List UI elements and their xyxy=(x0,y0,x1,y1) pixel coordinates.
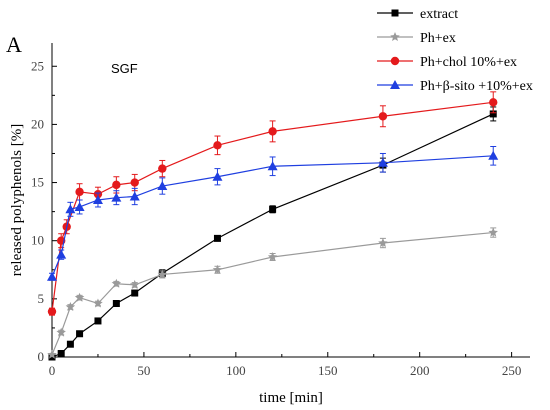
data-point xyxy=(129,279,140,289)
data-point xyxy=(112,180,121,190)
y-tick-label: 5 xyxy=(38,291,45,306)
data-point xyxy=(93,298,103,308)
data-point xyxy=(213,141,222,150)
series-line xyxy=(51,155,494,277)
x-tick-label: 100 xyxy=(226,363,246,378)
data-point xyxy=(489,98,498,107)
data-point xyxy=(212,264,223,274)
data-point xyxy=(267,161,278,171)
x-tick-label: 200 xyxy=(410,363,430,378)
data-point xyxy=(213,234,221,242)
data-point xyxy=(47,307,57,316)
x-tick-label: 0 xyxy=(49,363,56,378)
data-point xyxy=(157,269,168,279)
y-axis-title: released polyphenols [%] xyxy=(9,124,25,276)
data-point xyxy=(57,350,65,358)
y-tick-label: 15 xyxy=(31,175,44,190)
data-point xyxy=(157,181,168,191)
series-0 xyxy=(48,106,497,361)
data-point xyxy=(269,205,277,213)
data-point xyxy=(488,227,498,237)
data-point xyxy=(74,292,85,302)
x-tick-label: 250 xyxy=(502,363,522,378)
series-line xyxy=(51,231,494,355)
data-point xyxy=(56,249,67,259)
data-point xyxy=(74,201,85,211)
legend-label: extract xyxy=(420,7,458,22)
data-point xyxy=(47,271,57,281)
panel-label: A xyxy=(6,32,22,57)
series-line xyxy=(51,113,494,358)
data-point xyxy=(76,330,84,338)
axes: 0 50 100 150 200 250 0 5 10 15 20 25 xyxy=(31,43,530,378)
data-point xyxy=(158,164,167,173)
series-3 xyxy=(47,146,499,281)
data-point xyxy=(267,251,278,262)
x-tick-label: 150 xyxy=(318,363,338,378)
legend-item-3: Ph+β-sito +10%+ex xyxy=(377,79,533,94)
data-point xyxy=(112,300,120,308)
data-point xyxy=(92,195,103,204)
legend-swatch-marker xyxy=(390,80,400,89)
y-tick-label: 25 xyxy=(31,58,44,73)
data-point xyxy=(131,289,139,297)
legend: extract Ph+ex Ph+chol 10%+ex Ph+β-sito +10%… xyxy=(377,7,533,94)
data-point xyxy=(378,238,388,248)
legend-label: Ph+chol 10%+ex xyxy=(420,55,517,70)
legend-swatch-marker xyxy=(391,9,399,17)
data-point xyxy=(130,178,139,187)
data-point xyxy=(111,192,122,202)
data-point xyxy=(378,112,388,121)
legend-label: Ph+β-sito +10%+ex xyxy=(420,79,533,94)
data-point xyxy=(111,278,122,288)
data-point xyxy=(129,191,140,201)
data-point xyxy=(212,171,223,181)
x-axis-title: time [min] xyxy=(259,390,323,406)
data-point xyxy=(56,327,66,337)
y-tick-label: 20 xyxy=(31,116,44,131)
series-layer xyxy=(47,91,499,361)
data-point xyxy=(488,150,499,160)
series-1 xyxy=(47,227,498,359)
data-point xyxy=(489,110,497,118)
data-point xyxy=(377,157,388,167)
data-point xyxy=(94,317,102,325)
x-tick-label: 50 xyxy=(137,363,150,378)
medium-annotation: SGF xyxy=(111,61,138,76)
data-point xyxy=(66,340,74,348)
data-point xyxy=(268,127,277,136)
y-tick-label: 0 xyxy=(38,349,45,364)
y-tick-label: 10 xyxy=(31,233,44,248)
legend-item-0: extract xyxy=(377,7,458,22)
data-point xyxy=(47,349,57,359)
legend-swatch-marker xyxy=(390,32,400,42)
data-point xyxy=(65,204,76,214)
legend-item-2: Ph+chol 10%+ex xyxy=(377,55,517,70)
legend-item-1: Ph+ex xyxy=(377,31,456,46)
data-point xyxy=(65,301,76,312)
data-point xyxy=(75,187,84,197)
legend-swatch-marker xyxy=(390,56,400,66)
data-point xyxy=(48,353,56,361)
legend-label: Ph+ex xyxy=(420,31,456,46)
